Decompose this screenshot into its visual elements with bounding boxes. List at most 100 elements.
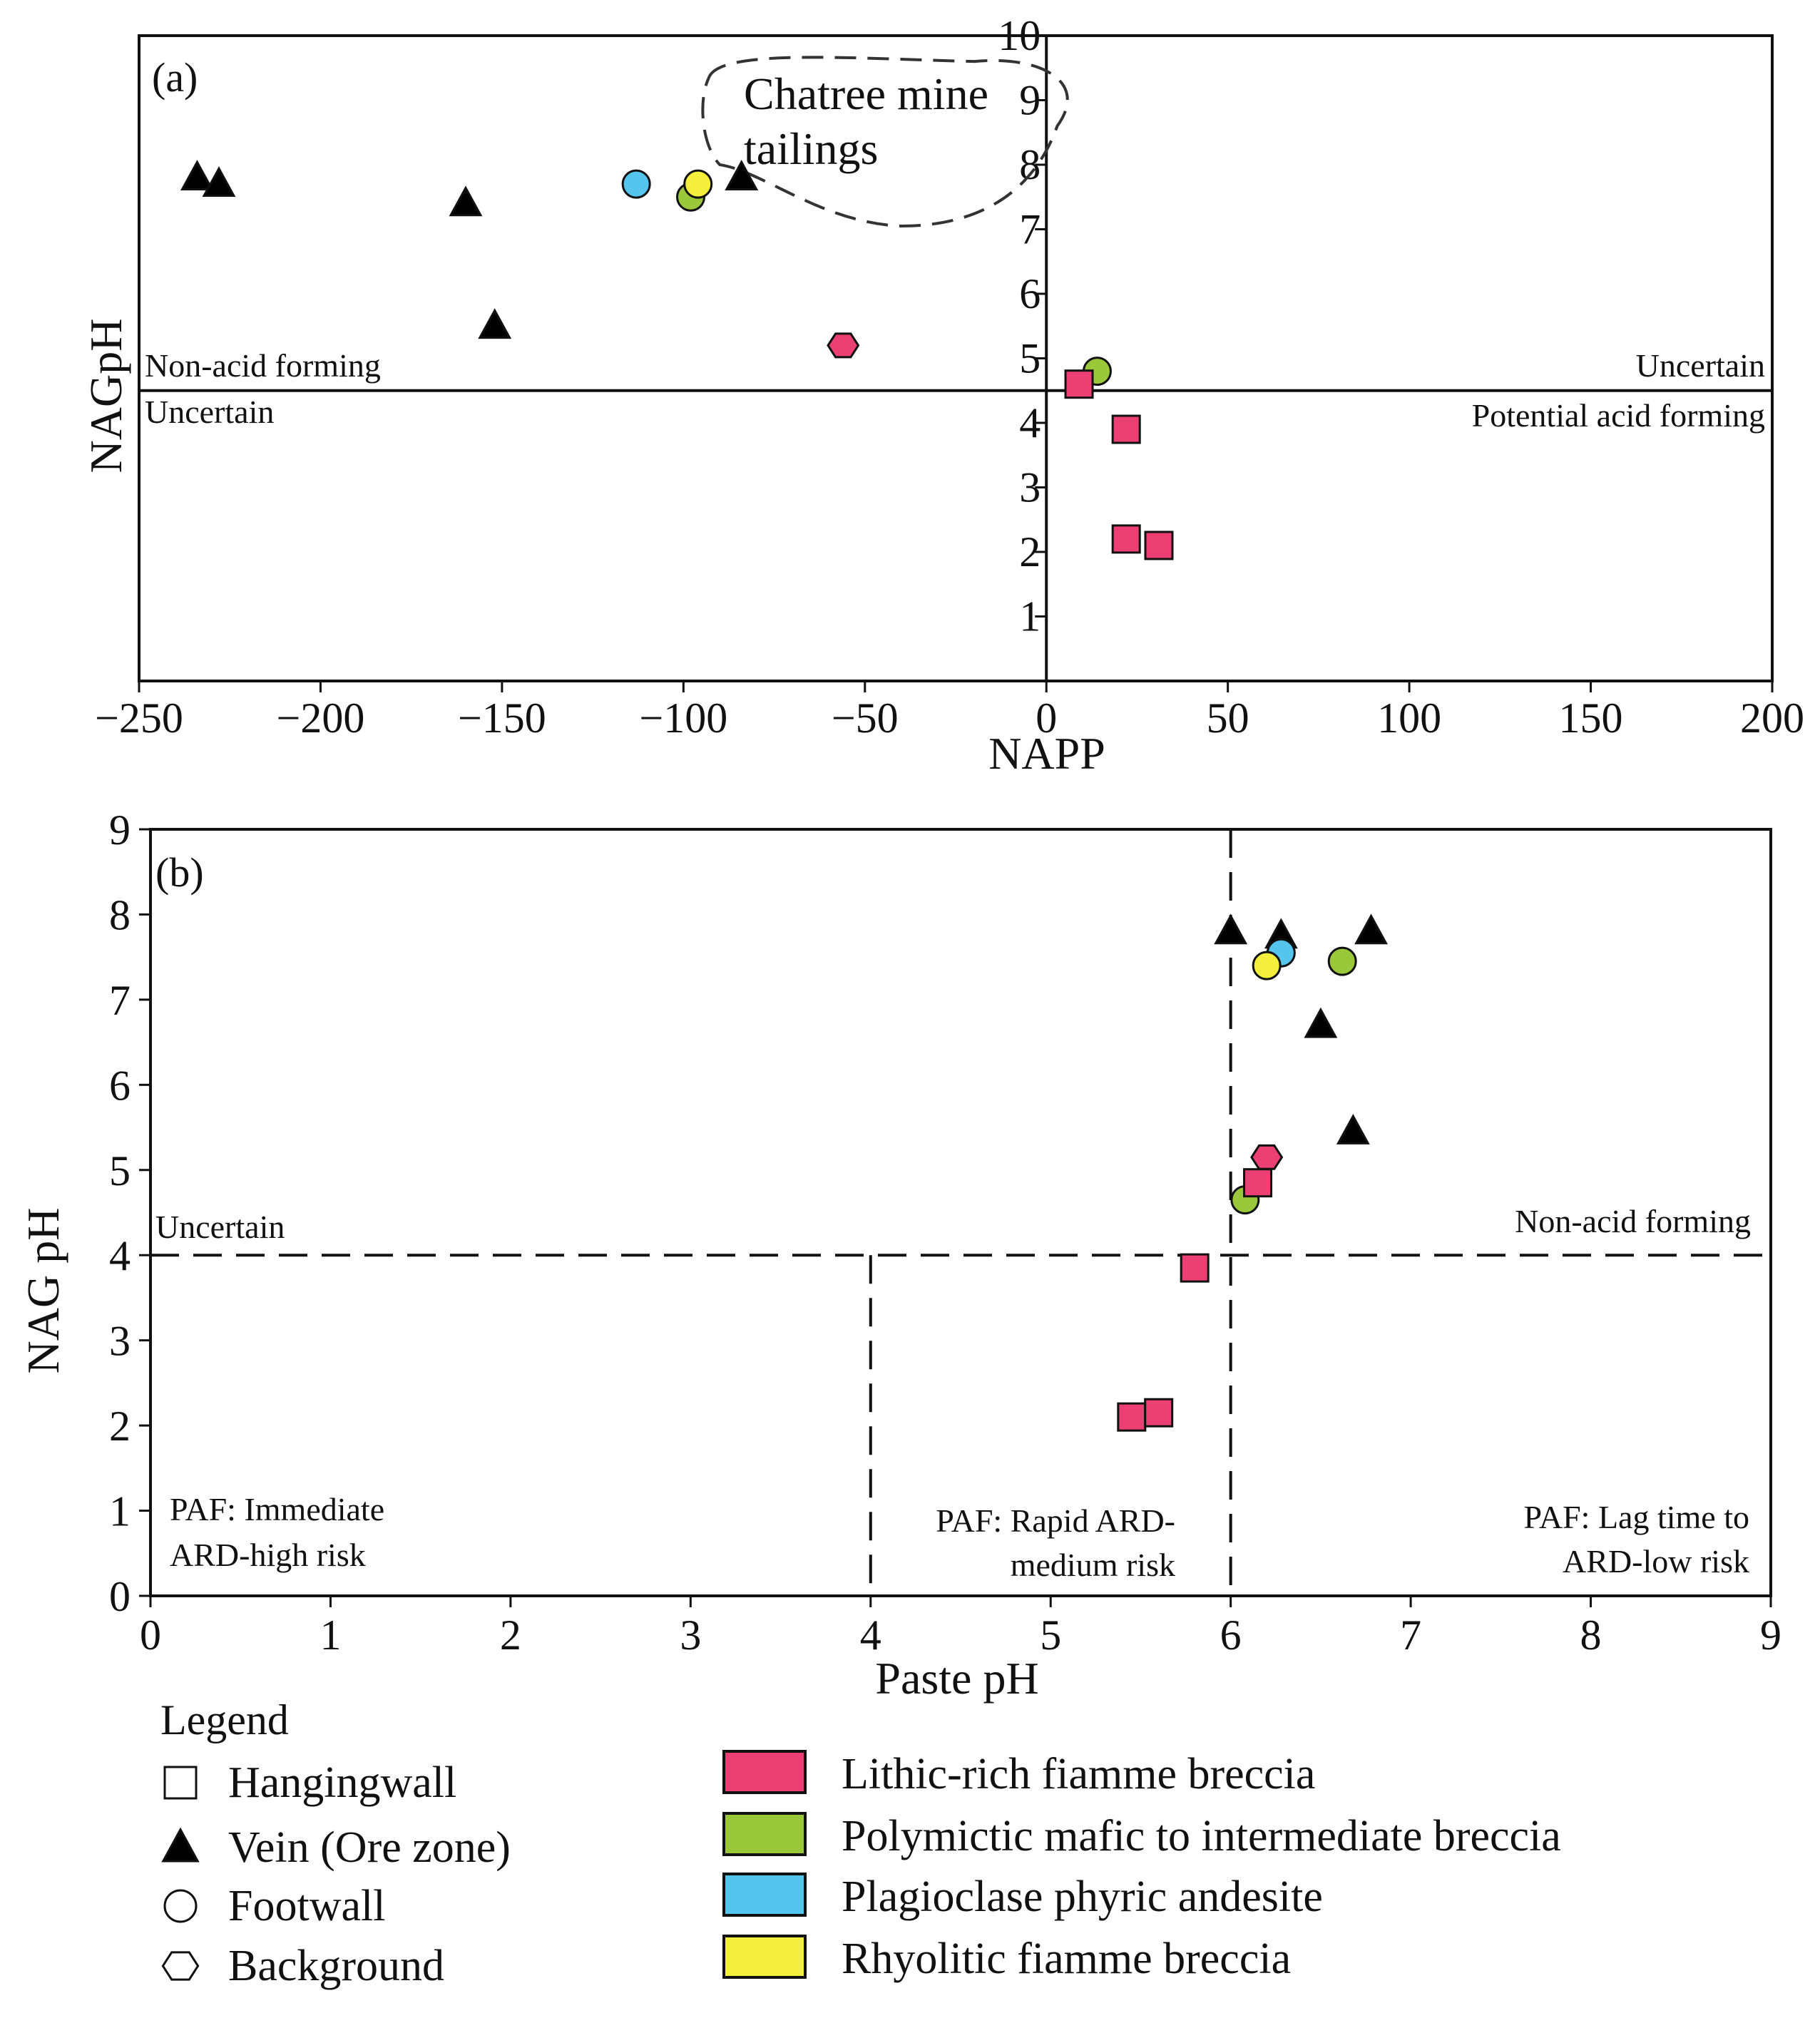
chart-a-point (1144, 531, 1174, 560)
chart-a-point (1064, 369, 1094, 399)
chart-b-x-tick-label: 1 (319, 1612, 341, 1659)
chart-a-x-tick-label: 0 (1036, 695, 1057, 742)
chart-a-point (621, 169, 651, 199)
chart-b-point (1336, 1114, 1370, 1144)
legend-circle-icon (163, 1889, 198, 1923)
chart-b-point (1214, 913, 1248, 945)
legend-shape-label: Background (228, 1942, 444, 1990)
legend-hexagon-icon (161, 1951, 200, 1981)
chart-b-x-tick-label: 0 (140, 1612, 161, 1659)
chart-b-region-label: PAF: Lag time to (1524, 1499, 1750, 1535)
chart-a-x-tick-label: 50 (1207, 695, 1249, 742)
chart-b-y-tick-label: 4 (109, 1232, 131, 1279)
chart-a-y-tick-label: 4 (1019, 399, 1041, 446)
chart-a-x-axis-label: NAPP (988, 728, 1105, 779)
chart-b-region-label: ARD-low risk (1563, 1543, 1749, 1579)
chart-a-region-label: Non-acid forming (145, 347, 381, 384)
legend-triangle-icon (161, 1827, 200, 1863)
legend-shape-label: Footwall (228, 1882, 385, 1930)
chart-b-x-axis-label: Paste pH (875, 1653, 1038, 1704)
chart-a-region-label: Uncertain (145, 394, 274, 430)
chart-a-x-tick-label: −50 (832, 695, 899, 742)
legend-color-swatch (722, 1873, 807, 1917)
chart-a-y-tick-label: 7 (1019, 206, 1041, 253)
chart-a-region-label: Uncertain (1636, 347, 1765, 384)
chart-b-region-label: Non-acid forming (1515, 1203, 1751, 1239)
chart-a-region-label: Potential acid forming (1472, 397, 1765, 434)
chart-a-annotation-line: Chatree mine (744, 68, 988, 119)
chart-b-region-label: medium risk (1011, 1547, 1175, 1583)
chart-b-y-axis-label: NAG pH (18, 1208, 68, 1374)
chart-a-point (202, 166, 236, 198)
chart-b-region-label: Uncertain (155, 1209, 285, 1245)
legend-title: Legend (160, 1696, 289, 1743)
chart-b-x-tick-label: 2 (500, 1612, 521, 1659)
chart-a-x-tick-label: −200 (277, 695, 365, 742)
chart-a-y-tick-label: 2 (1019, 528, 1041, 575)
chart-a-annotation-line: tailings (744, 123, 878, 174)
chart-b-point (1180, 1253, 1210, 1283)
chart-a-point (725, 160, 759, 190)
legend: Legend Hangingwall Vein (Ore zone) Footwal… (160, 1696, 1561, 1990)
legend-color-swatch (722, 1812, 807, 1856)
chart-a-x-tick-label: 150 (1559, 695, 1623, 742)
legend-color-swatch (722, 1750, 807, 1794)
chart-b-y-tick-label: 6 (109, 1062, 131, 1109)
chart-b: 0 1 2 3 4 5 6 7 8 9 0 1 2 3 4 5 6 7 8 9 Uncertain Non-acid f… (18, 806, 1781, 1704)
chart-a-point (1111, 524, 1141, 554)
chart-a-y-tick-label: 10 (998, 12, 1041, 59)
chart-b-y-tick-label: 9 (109, 806, 131, 854)
chart-a-tailings-outline (701, 56, 1069, 227)
chart-b-x-tick-label: 4 (860, 1612, 881, 1659)
chart-b-point (1250, 1144, 1284, 1170)
chart-a-x-tick-label: −100 (639, 695, 727, 742)
legend-color-swatch (722, 1935, 807, 1979)
chart-b-y-tick-label: 7 (109, 977, 131, 1024)
legend-color-label: Lithic-rich fiamme breccia (842, 1750, 1315, 1798)
chart-b-point (1117, 1402, 1147, 1432)
chart-a-x-tick-label: −150 (458, 695, 546, 742)
chart-b-point (1243, 1168, 1273, 1198)
legend-color-label: Polymictic mafic to intermediate breccia (842, 1812, 1561, 1860)
chart-b-y-tick-label: 1 (109, 1488, 131, 1535)
legend-color-label: Plagioclase phyric andesite (842, 1873, 1323, 1921)
chart-b-x-tick-label: 7 (1400, 1612, 1421, 1659)
chart-a-point (827, 332, 860, 359)
chart-b-plot-frame (149, 828, 1772, 1597)
legend-square-icon (163, 1766, 198, 1800)
chart-a-x-tick-label: 100 (1377, 695, 1441, 742)
chart-a-x-tick-label: −250 (95, 695, 183, 742)
chart-a-point (449, 185, 483, 217)
chart-b-panel-label: (b) (155, 849, 204, 896)
chart-a-panel-label: (a) (152, 54, 198, 101)
chart-b-x-tick-label: 9 (1760, 1612, 1781, 1659)
chart-b-x-tick-label: 6 (1220, 1612, 1242, 1659)
chart-b-point (1327, 946, 1357, 976)
chart-b-point (1252, 951, 1282, 980)
chart-b-region-label: PAF: Rapid ARD- (936, 1502, 1175, 1539)
chart-b-y-tick-label: 0 (109, 1573, 131, 1620)
chart-a-y-tick-label: 9 (1019, 77, 1041, 124)
chart-b-x-tick-label: 5 (1040, 1612, 1061, 1659)
legend-color-label: Rhyolitic fiamme breccia (842, 1935, 1291, 1983)
chart-a-y-axis-label: NAGpH (81, 319, 131, 473)
chart-a-y-tick-label: 5 (1019, 335, 1041, 382)
chart-b-y-tick-label: 8 (109, 891, 131, 938)
chart-b-point (1304, 1007, 1338, 1038)
chart-a-point (478, 308, 512, 339)
chart-a-point (683, 169, 713, 199)
chart-b-point (1354, 913, 1389, 945)
chart-b-y-tick-label: 2 (109, 1403, 131, 1450)
chart-b-x-tick-label: 3 (680, 1612, 701, 1659)
chart-a-plot-frame (138, 34, 1774, 682)
chart-b-x-tick-label: 8 (1580, 1612, 1602, 1659)
chart-b-y-tick-label: 5 (109, 1147, 131, 1194)
chart-a-point (180, 160, 214, 190)
chart-a-point (1111, 414, 1141, 444)
chart-a-x-tick-label: 200 (1740, 695, 1804, 742)
chart-b-point (1144, 1398, 1174, 1428)
chart-b-y-tick-label: 3 (109, 1318, 131, 1365)
chart-a-y-tick-label: 3 (1019, 464, 1041, 511)
legend-shape-label: Vein (Ore zone) (228, 1823, 511, 1872)
